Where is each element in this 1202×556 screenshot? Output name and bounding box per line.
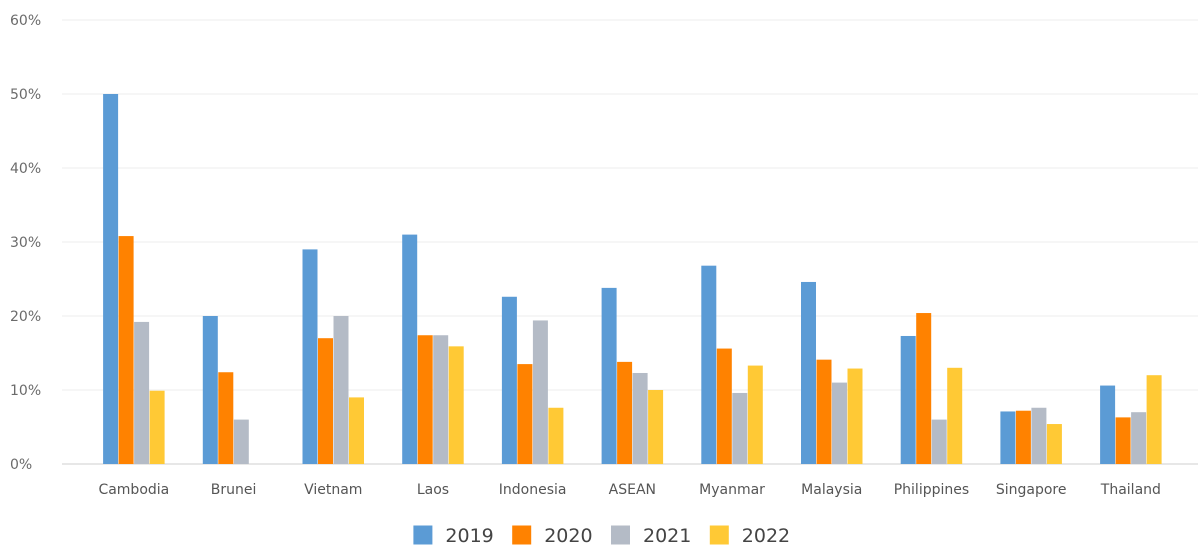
bar-indonesia-2019[interactable] [501, 296, 517, 464]
legend-item-2020[interactable]: 2020 [512, 525, 593, 547]
y-tick-label: 10% [10, 383, 41, 399]
bar-vietnam-2022[interactable] [349, 397, 364, 464]
legend-label: 2019 [445, 525, 493, 547]
x-tick-label: Philippines [894, 482, 969, 498]
bar-laos-2019[interactable] [402, 234, 418, 464]
bar-asean-2020[interactable] [617, 361, 633, 464]
legend-swatch [709, 525, 729, 545]
x-tick-label: Laos [417, 482, 449, 498]
x-tick-label: ASEAN [609, 482, 656, 498]
x-tick-label: Brunei [211, 482, 257, 498]
bar-thailand-2020[interactable] [1115, 417, 1131, 464]
bar-laos-2020[interactable] [417, 335, 433, 464]
legend-item-2019[interactable]: 2019 [413, 525, 494, 547]
legend-item-2022[interactable]: 2022 [709, 525, 790, 547]
bar-malaysia-2019[interactable] [801, 281, 816, 464]
x-axis-category-labels: Cambodia Brunei Vietnam Laos Indonesia ASEAN M… [98, 482, 1160, 498]
bar-philippines-2021[interactable] [931, 419, 947, 464]
bar-asean-2019[interactable] [601, 287, 617, 464]
x-tick-label: Indonesia [499, 482, 567, 498]
bar-philippines-2019[interactable] [900, 335, 916, 464]
bar-vietnam-2019[interactable] [302, 249, 318, 464]
x-tick-label: Singapore [996, 482, 1067, 498]
y-tick-label: 0% [10, 457, 32, 473]
bar-myanmar-2021[interactable] [732, 392, 748, 464]
bar-vietnam-2020[interactable] [318, 338, 333, 464]
bar-singapore-2021[interactable] [1031, 407, 1047, 464]
legend-swatch [512, 525, 532, 545]
bar-thailand-2019[interactable] [1100, 385, 1116, 464]
bar-indonesia-2021[interactable] [532, 320, 548, 464]
bar-philippines-2020[interactable] [916, 313, 932, 464]
legend-swatch [413, 525, 433, 545]
gridlines [62, 19, 1198, 465]
bar-malaysia-2020[interactable] [816, 359, 832, 464]
y-tick-label: 40% [10, 161, 41, 177]
bar-myanmar-2020[interactable] [716, 348, 732, 464]
bar-thailand-2021[interactable] [1131, 412, 1147, 464]
bar-asean-2022[interactable] [648, 390, 664, 464]
bar-myanmar-2022[interactable] [747, 365, 763, 464]
bar-myanmar-2019[interactable] [701, 265, 717, 464]
bar-singapore-2020[interactable] [1015, 410, 1031, 464]
y-tick-label: 60% [10, 13, 41, 29]
y-tick-label: 20% [10, 309, 41, 325]
bar-asean-2021[interactable] [632, 372, 648, 464]
legend-label: 2021 [643, 525, 691, 547]
x-tick-label: Malaysia [801, 482, 862, 498]
x-tick-label: Myanmar [699, 482, 765, 498]
y-tick-label: 30% [10, 235, 41, 251]
bar-cambodia-2022[interactable] [149, 390, 165, 464]
bar-laos-2022[interactable] [448, 346, 464, 464]
legend-item-2021[interactable]: 2021 [611, 525, 691, 547]
legend: 2019 2020 2021 2022 [413, 525, 790, 547]
bar-singapore-2022[interactable] [1046, 424, 1062, 464]
x-tick-label: Cambodia [98, 482, 169, 498]
bar-brunei-2019[interactable] [202, 316, 218, 464]
bar-laos-2021[interactable] [433, 335, 449, 464]
bar-brunei-2020[interactable] [218, 372, 234, 464]
legend-label: 2020 [544, 525, 592, 547]
bar-thailand-2022[interactable] [1146, 375, 1162, 464]
legend-label: 2022 [742, 525, 790, 547]
bar-indonesia-2022[interactable] [548, 407, 564, 464]
y-tick-label: 50% [10, 87, 41, 103]
bar-malaysia-2022[interactable] [847, 368, 863, 464]
bar-brunei-2021[interactable] [233, 419, 249, 464]
y-axis-tick-labels: 0% 10% 20% 30% 40% 50% 60% [10, 13, 41, 473]
legend-swatch [611, 525, 630, 545]
bar-cambodia-2019[interactable] [103, 94, 119, 464]
x-tick-label: Thailand [1100, 482, 1161, 498]
bar-philippines-2022[interactable] [947, 367, 963, 464]
bars [103, 94, 1162, 464]
x-tick-label: Vietnam [304, 482, 362, 498]
bar-cambodia-2020[interactable] [118, 236, 134, 464]
bar-cambodia-2021[interactable] [134, 321, 150, 464]
bar-vietnam-2021[interactable] [333, 316, 349, 464]
bar-singapore-2019[interactable] [1000, 411, 1016, 464]
bar-malaysia-2021[interactable] [832, 382, 847, 464]
bar-indonesia-2020[interactable] [517, 364, 533, 464]
